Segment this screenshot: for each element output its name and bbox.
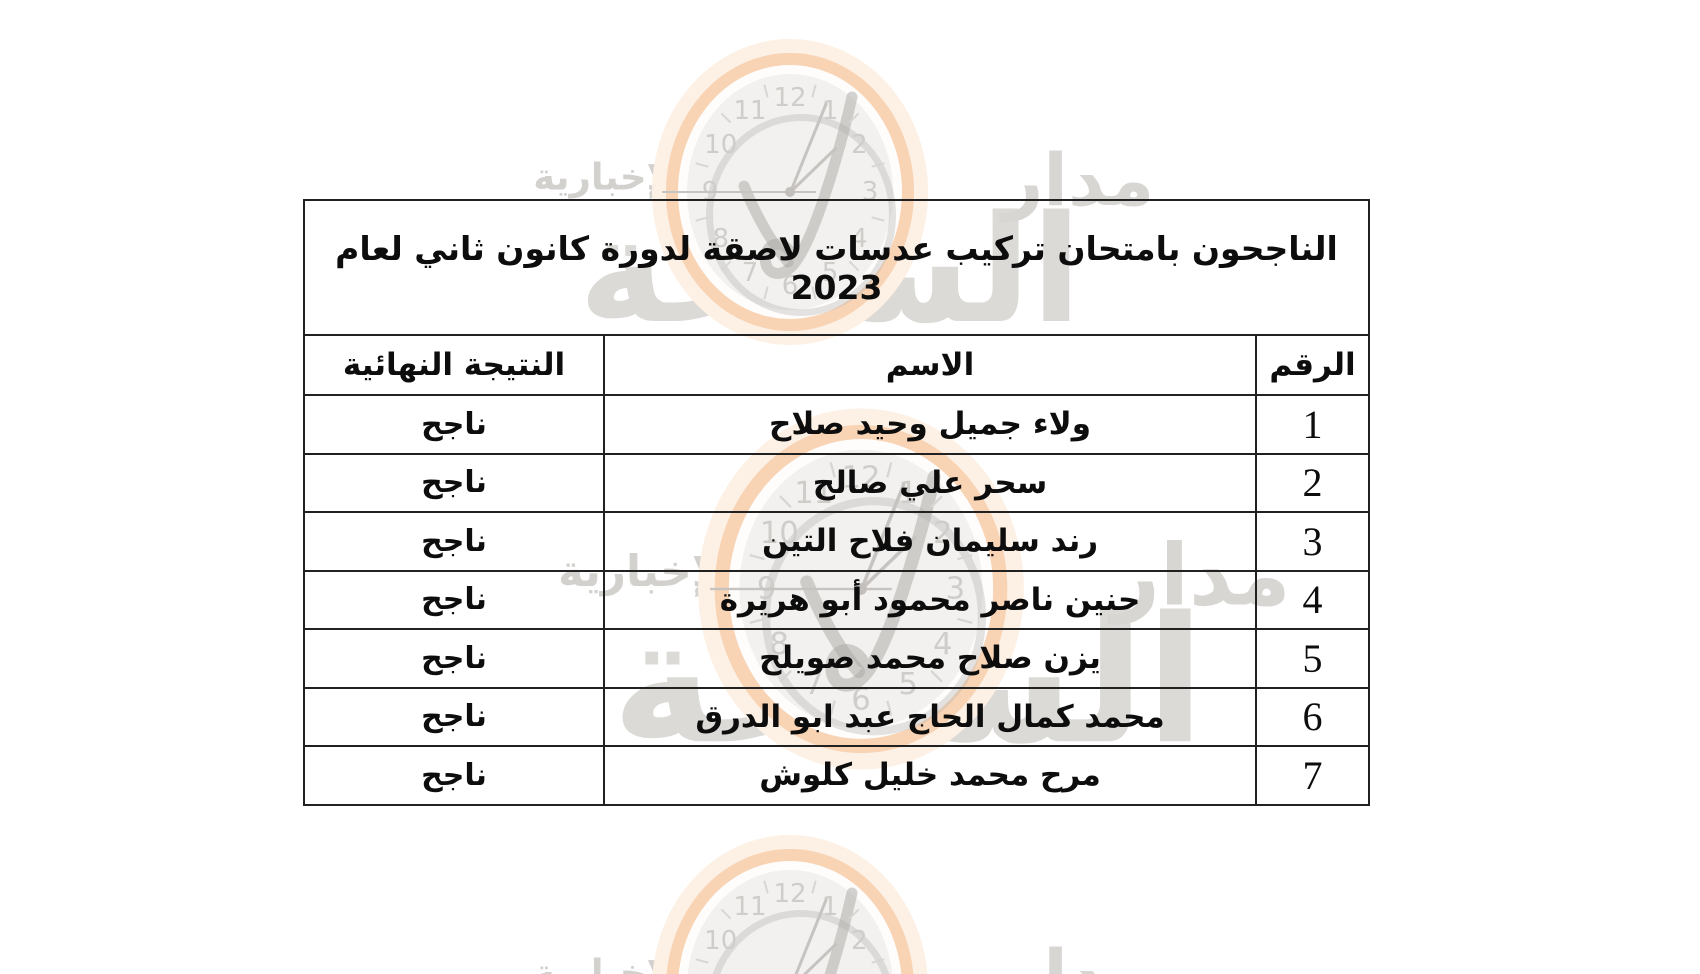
table-row: 5 يزن صلاح محمد صويلح ناجح bbox=[302, 628, 1371, 689]
clock-halo-ring bbox=[652, 835, 928, 974]
row-result-cell: ناجح bbox=[302, 394, 606, 455]
row-number-cell: 5 bbox=[1255, 628, 1371, 689]
clock-number: 2 bbox=[851, 130, 868, 160]
row-name-cell: سحر علي صالح bbox=[603, 452, 1258, 513]
clock-number: 2 bbox=[851, 926, 868, 956]
clock-number: 11 bbox=[733, 95, 767, 126]
clock-tick bbox=[849, 908, 860, 920]
clock-tick bbox=[810, 880, 817, 894]
clock-number: 1 bbox=[821, 95, 839, 126]
row-name-cell: محمد كمال الحاج عبد ابو الدرق bbox=[603, 686, 1258, 747]
row-number-cell: 2 bbox=[1255, 452, 1371, 513]
clock-tick bbox=[871, 162, 885, 168]
row-number-cell: 3 bbox=[1255, 511, 1371, 572]
column-header-result: النتيجة النهائية bbox=[302, 334, 606, 396]
clock-tick bbox=[849, 112, 860, 124]
row-name-cell: حنين ناصر محمود أبو هريرة bbox=[603, 569, 1258, 630]
watermark-brand-subtitle: الإخبارية bbox=[533, 951, 687, 974]
clock-minute-hand bbox=[789, 102, 828, 193]
table-row: 1 ولاء جميل وحيد صلاح ناجح bbox=[302, 394, 1371, 455]
row-result-cell: ناجح bbox=[302, 686, 606, 747]
clock-ring-gap bbox=[678, 861, 902, 974]
table-row: 6 محمد كمال الحاج عبد ابو الدرق ناجح bbox=[302, 686, 1371, 747]
table-row: 4 حنين ناصر محمود أبو هريرة ناجح bbox=[302, 569, 1371, 630]
clock-minute-hand bbox=[789, 898, 828, 974]
clock-number: 12 bbox=[773, 83, 807, 113]
clock-number: 1 bbox=[821, 891, 839, 922]
clock-hour-hand bbox=[789, 942, 838, 974]
row-number-cell: 4 bbox=[1255, 569, 1371, 630]
column-header-name: الاسم bbox=[603, 334, 1258, 396]
row-result-cell: ناجح bbox=[302, 452, 606, 513]
row-result-cell: ناجح bbox=[302, 569, 606, 630]
clock-second-hand bbox=[662, 191, 790, 193]
table-row: 7 مرح محمد خليل كلوش ناجح bbox=[302, 745, 1371, 806]
row-result-cell: ناجح bbox=[302, 628, 606, 689]
clock-tick bbox=[810, 84, 817, 98]
watermark-brand-subtitle: الإخبارية bbox=[533, 155, 687, 199]
clock-tick bbox=[695, 958, 709, 964]
clock-tick bbox=[763, 880, 770, 894]
clock-second-hand-tail bbox=[790, 191, 816, 193]
row-result-cell: ناجح bbox=[302, 511, 606, 572]
clock-calligraphy-icon bbox=[824, 887, 858, 974]
clock-tick bbox=[763, 84, 770, 98]
table-header-row: الرقم الاسم النتيجة النهائية bbox=[302, 334, 1371, 396]
clock-face bbox=[687, 870, 893, 974]
clock-inner-circle bbox=[706, 910, 896, 974]
row-result-cell: ناجح bbox=[302, 745, 606, 806]
row-name-cell: مرح محمد خليل كلوش bbox=[603, 745, 1258, 806]
clock-tick bbox=[695, 162, 709, 168]
clock-center-dot bbox=[785, 187, 795, 197]
clock-number: 10 bbox=[704, 926, 738, 956]
column-header-number: الرقم bbox=[1255, 334, 1371, 396]
clock-tick bbox=[871, 958, 885, 964]
clock-orange-ring bbox=[666, 849, 914, 974]
row-number-cell: 1 bbox=[1255, 394, 1371, 455]
clock-number: 10 bbox=[704, 130, 738, 160]
watermark-brand-word: مدار bbox=[1002, 934, 1154, 974]
clock-tick bbox=[720, 908, 731, 920]
clock-hour-hand bbox=[789, 146, 838, 194]
row-name-cell: ولاء جميل وحيد صلاح bbox=[603, 394, 1258, 455]
row-number-cell: 7 bbox=[1255, 745, 1371, 806]
table-title: الناجحون بامتحان تركيب عدسات لاصقة لدورة… bbox=[302, 199, 1371, 336]
row-name-cell: رند سليمان فلاح التين bbox=[603, 511, 1258, 572]
table-row: 2 سحر علي صالح ناجح bbox=[302, 452, 1371, 513]
row-name-cell: يزن صلاح محمد صويلح bbox=[603, 628, 1258, 689]
table-row: 3 رند سليمان فلاح التين ناجح bbox=[302, 511, 1371, 572]
exam-results-table: الناجحون بامتحان تركيب عدسات لاصقة لدورة… bbox=[302, 199, 1371, 806]
row-number-cell: 6 bbox=[1255, 686, 1371, 747]
table-title-row: الناجحون بامتحان تركيب عدسات لاصقة لدورة… bbox=[302, 199, 1371, 336]
clock-number: 11 bbox=[733, 891, 767, 922]
clock-tick bbox=[720, 112, 731, 124]
clock-number: 12 bbox=[773, 879, 807, 909]
